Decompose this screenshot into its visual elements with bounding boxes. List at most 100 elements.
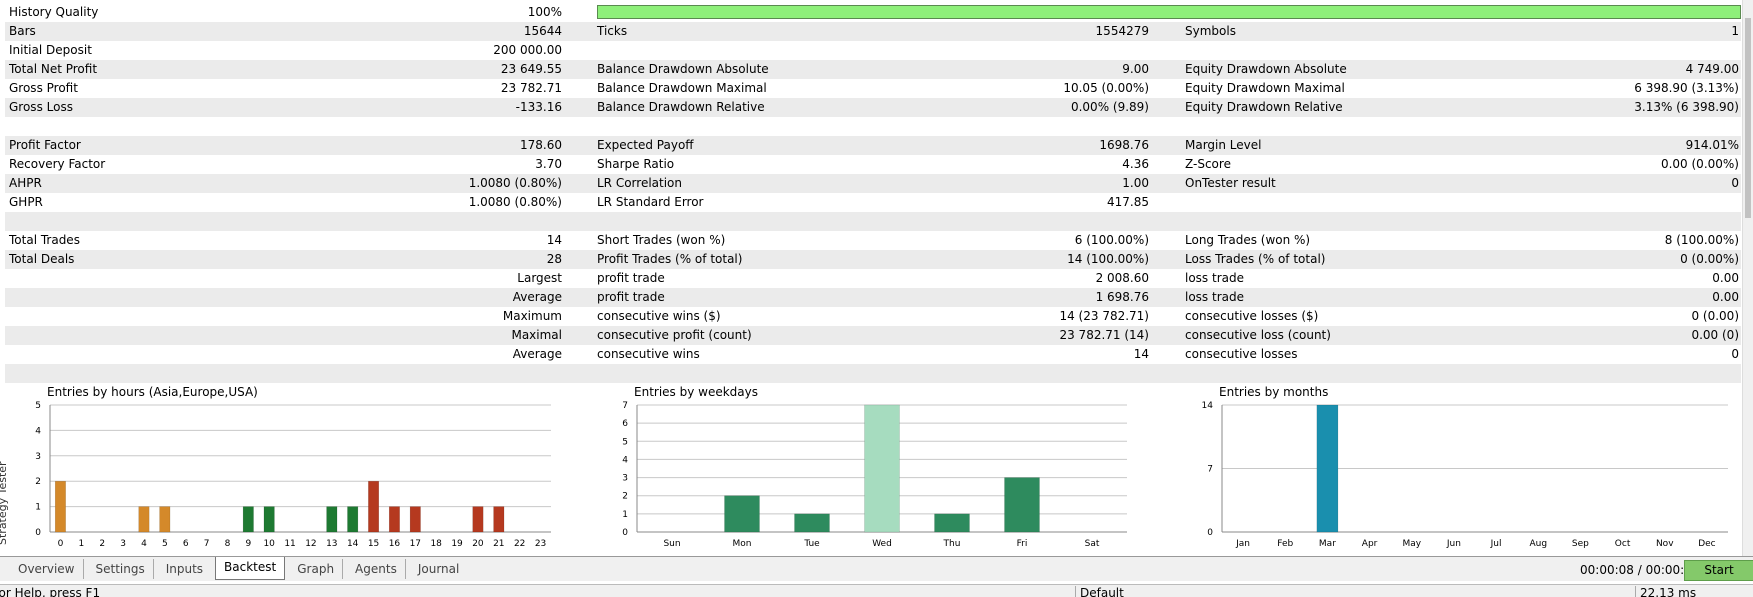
report-row: Maximum consecutive wins ($) 14 (23 782.71… <box>5 307 1741 326</box>
report-label: profit trade <box>597 290 665 304</box>
report-value: Average <box>512 347 562 361</box>
tab[interactable]: Graph <box>289 559 344 579</box>
report-label: consecutive loss (count) <box>1185 328 1331 342</box>
report-label: Sharpe Ratio <box>597 157 675 171</box>
report-value: 914.01% <box>1685 138 1739 152</box>
report-label: Expected Payoff <box>597 138 694 152</box>
bar <box>794 513 830 533</box>
scroll-thumb[interactable] <box>1745 18 1751 218</box>
report-value: 0 (0.00) <box>1691 309 1739 323</box>
tab[interactable]: Journal <box>417 562 460 576</box>
report-value: Largest <box>517 271 562 285</box>
report-row: Profit Factor 178.60 Expected Payoff 1698.7… <box>5 136 1741 155</box>
bar <box>242 506 254 533</box>
tab[interactable]: Inputs <box>165 562 204 576</box>
report-label: Short Trades (won %) <box>597 233 726 247</box>
profile: Default <box>1075 586 1124 597</box>
x-tick-label: 13 <box>326 539 337 549</box>
report-row <box>5 212 1741 231</box>
bar <box>326 506 338 533</box>
charts: Entries by hours (Asia,Europe,USA)012345… <box>35 385 1728 549</box>
x-tick-label: 15 <box>368 539 379 549</box>
y-tick-label: 14 <box>1202 401 1214 411</box>
tab[interactable]: Backtest <box>215 557 286 580</box>
report-label: Long Trades (won %) <box>1185 233 1311 247</box>
report-row: Initial Deposit 200 000.00 <box>5 41 1741 60</box>
tab[interactable]: Agents <box>347 559 406 579</box>
bar <box>54 480 66 533</box>
report-row: Average consecutive wins 14 consecutive los… <box>5 345 1741 364</box>
report-label: GHPR <box>9 195 43 209</box>
scrollbar[interactable] <box>1742 0 1753 556</box>
report-label: consecutive losses ($) <box>1185 309 1319 323</box>
report-row: Gross Loss -133.16 Balance Drawdown Relati… <box>5 98 1741 117</box>
bar <box>368 480 380 533</box>
report-value: 100% <box>527 5 562 19</box>
x-tick-label: 23 <box>535 539 546 549</box>
x-tick-label: 19 <box>451 539 463 549</box>
report-label: Balance Drawdown Relative <box>597 100 765 114</box>
x-tick-label: Tue <box>803 539 820 549</box>
x-tick-label: May <box>1402 539 1421 549</box>
report-value: 1.0080 (0.80%) <box>468 195 562 209</box>
x-tick-label: 4 <box>141 539 147 549</box>
report-value: 4 749.00 <box>1685 62 1739 76</box>
x-tick-label: 17 <box>410 539 421 549</box>
tab[interactable]: Overview <box>10 559 84 579</box>
report-row: Largest profit trade 2 008.60 loss trade 0.0… <box>5 269 1741 288</box>
y-tick-label: 7 <box>622 401 628 411</box>
report-row: Total Net Profit 23 649.55 Balance Drawdow… <box>5 60 1741 79</box>
y-tick-label: 4 <box>622 455 628 465</box>
bar <box>724 495 760 533</box>
report-label: consecutive wins ($) <box>597 309 721 323</box>
report-value: 0 <box>1731 176 1739 190</box>
report-value: 200 000.00 <box>493 43 562 57</box>
report-row: Gross Profit 23 782.71 Balance Drawdown Ma… <box>5 79 1741 98</box>
x-tick-label: Wed <box>872 539 892 549</box>
x-tick-label: 12 <box>305 539 316 549</box>
bar <box>472 506 484 533</box>
report-label: Equity Drawdown Maximal <box>1185 81 1345 95</box>
x-tick-label: Sun <box>663 539 680 549</box>
bar <box>138 506 150 533</box>
report-label: Loss Trades (% of total) <box>1185 252 1326 266</box>
report-label: Profit Trades (% of total) <box>597 252 743 266</box>
report-value: Maximum <box>502 309 562 323</box>
report-label: loss trade <box>1185 290 1244 304</box>
report-label: Recovery Factor <box>9 157 106 171</box>
report-label: Equity Drawdown Relative <box>1185 100 1343 114</box>
report-value: 0.00 <box>1712 290 1739 304</box>
help-text: For Help, press F1 <box>0 586 101 597</box>
y-tick-label: 4 <box>35 426 41 436</box>
report-value: 14 <box>1133 347 1149 361</box>
x-tick-label: Apr <box>1362 539 1378 549</box>
start-button[interactable]: Start <box>1684 560 1753 581</box>
report-value: Maximal <box>511 328 562 342</box>
y-tick-label: 3 <box>35 452 41 462</box>
report-value: 1 <box>1731 24 1739 38</box>
report-label: profit trade <box>597 271 665 285</box>
bar <box>934 513 970 533</box>
report-label: AHPR <box>9 176 42 190</box>
x-tick-label: Mon <box>733 539 752 549</box>
tab[interactable]: Settings <box>88 559 154 579</box>
x-tick-label: 10 <box>263 539 275 549</box>
report-value: 2 008.60 <box>1095 271 1149 285</box>
x-tick-label: 6 <box>183 539 189 549</box>
report-label: History Quality <box>9 5 99 19</box>
report-value: 28 <box>546 252 562 266</box>
report-value: 3.13% (6 398.90) <box>1634 100 1739 114</box>
report-label: consecutive wins <box>597 347 700 361</box>
x-tick-label: 3 <box>120 539 126 549</box>
bar <box>159 506 171 533</box>
report-label: Equity Drawdown Absolute <box>1185 62 1347 76</box>
bar <box>1316 404 1339 533</box>
x-tick-label: Sat <box>1085 539 1100 549</box>
report-value: 1 698.76 <box>1095 290 1149 304</box>
x-tick-label: 1 <box>78 539 84 549</box>
report-value: 6 398.90 (3.13%) <box>1634 81 1739 95</box>
report-label: Gross Loss <box>9 100 73 114</box>
report-value: 10.05 (0.00%) <box>1063 81 1149 95</box>
report-row: GHPR 1.0080 (0.80%) LR Standard Error 417.8… <box>5 193 1741 212</box>
